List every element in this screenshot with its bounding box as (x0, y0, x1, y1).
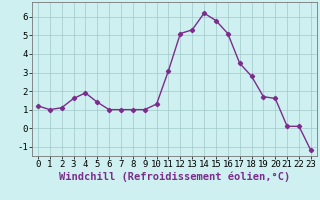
X-axis label: Windchill (Refroidissement éolien,°C): Windchill (Refroidissement éolien,°C) (59, 172, 290, 182)
